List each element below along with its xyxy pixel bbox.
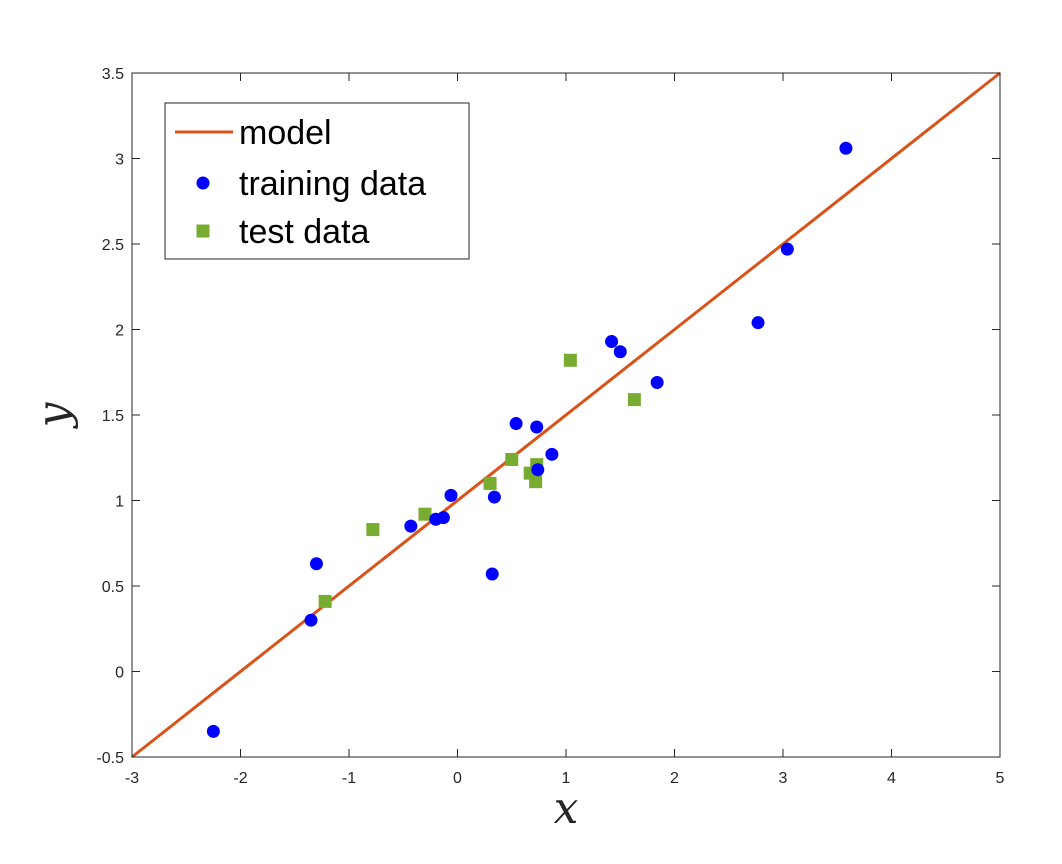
legend: model training data test data bbox=[164, 102, 470, 260]
data-point-training-data bbox=[509, 417, 523, 431]
data-point-training-data bbox=[404, 519, 418, 533]
data-point-training-data bbox=[780, 242, 794, 256]
x-tick-label: 1 bbox=[562, 770, 571, 787]
legend-box bbox=[164, 102, 470, 260]
legend-label-test-data: test data bbox=[239, 213, 370, 251]
legend-swatch-training-data bbox=[196, 176, 210, 190]
legend-label-training-data: training data bbox=[239, 165, 426, 203]
data-point-test-data bbox=[318, 594, 332, 608]
x-tick-label: -3 bbox=[125, 770, 139, 787]
y-tick-label: 2 bbox=[115, 323, 124, 340]
x-tick-label: 3 bbox=[779, 770, 788, 787]
data-point-training-data bbox=[605, 334, 619, 348]
series-layer bbox=[131, 71, 1001, 759]
data-point-test-data bbox=[483, 476, 497, 490]
series-line-model bbox=[131, 71, 1001, 759]
data-point-training-data bbox=[206, 724, 220, 738]
axis-labels: x y bbox=[28, 401, 579, 834]
data-point-training-data bbox=[530, 420, 544, 434]
legend-label-model: model bbox=[239, 114, 332, 152]
data-point-training-data bbox=[444, 488, 458, 502]
y-tick-label: 2.5 bbox=[102, 237, 124, 254]
data-point-test-data bbox=[563, 353, 577, 367]
data-point-test-data bbox=[366, 523, 380, 537]
y-tick-label: 0 bbox=[115, 665, 124, 682]
x-tick-label: -1 bbox=[342, 770, 356, 787]
data-point-training-data bbox=[436, 511, 450, 525]
y-axis-label: y bbox=[28, 401, 79, 429]
y-tick-label: 3 bbox=[115, 152, 124, 169]
data-point-test-data bbox=[418, 507, 432, 521]
axes-box bbox=[131, 72, 1001, 758]
y-tick-label: 1 bbox=[115, 494, 124, 511]
y-tick-label: 0.5 bbox=[102, 579, 124, 596]
x-tick-label: 0 bbox=[453, 770, 462, 787]
x-tick-label: 2 bbox=[670, 770, 679, 787]
data-point-training-data bbox=[487, 490, 501, 504]
axis-ticks: -3 -2 -1 0 1 2 3 4 5 -0.5 0 0.5 1 1.5 2 2.5 3 3.5 bbox=[96, 66, 1004, 787]
y-tick-label: 3.5 bbox=[102, 66, 124, 83]
data-point-test-data bbox=[529, 475, 543, 489]
data-point-training-data bbox=[751, 316, 765, 330]
x-tick-label: -2 bbox=[233, 770, 247, 787]
x-tick-label: 5 bbox=[996, 770, 1005, 787]
data-point-training-data bbox=[485, 567, 499, 581]
data-point-test-data bbox=[627, 393, 641, 407]
data-point-training-data bbox=[531, 463, 545, 477]
data-point-training-data bbox=[545, 447, 559, 461]
data-point-training-data bbox=[304, 613, 318, 627]
data-point-training-data bbox=[650, 376, 664, 390]
x-axis-label: x bbox=[554, 783, 579, 834]
y-tick-label: 1.5 bbox=[102, 408, 124, 425]
y-tick-label: -0.5 bbox=[96, 750, 124, 767]
x-tick-label: 4 bbox=[887, 770, 896, 787]
data-point-training-data bbox=[309, 557, 323, 571]
data-point-training-data bbox=[839, 141, 853, 155]
data-point-test-data bbox=[505, 452, 519, 466]
data-point-training-data bbox=[613, 345, 627, 359]
legend-swatch-test-data bbox=[196, 224, 210, 238]
